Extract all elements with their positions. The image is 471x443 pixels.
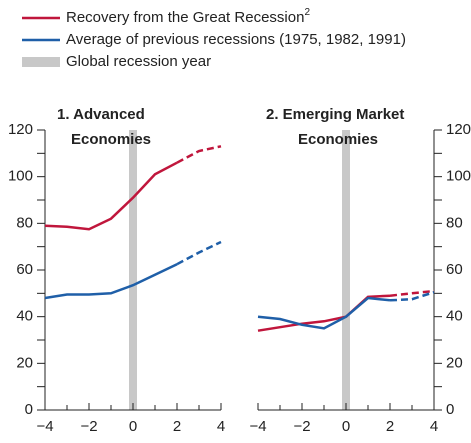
legend-label: Average of previous recessions (1975, 19… (66, 31, 406, 48)
panel-title: 2. Emerging Market (266, 106, 404, 123)
legend-label: Recovery from the Great Recession2 (66, 7, 310, 26)
y-tick-label: 0 (446, 401, 454, 418)
x-tick-label: 0 (129, 418, 137, 435)
y-tick-label: 0 (25, 401, 33, 418)
legend-text: Recovery from the Great Recession (66, 9, 304, 26)
series-line-projected (389, 289, 435, 297)
x-tick-label: 2 (173, 418, 181, 435)
y-tick-label: 80 (446, 214, 463, 231)
y-tick-label: 100 (446, 168, 471, 185)
panel-title: Economies (298, 131, 378, 148)
y-tick-label: 20 (446, 354, 463, 371)
series-line-projected (176, 145, 222, 164)
y-tick-label: 40 (446, 308, 463, 325)
x-tick-label: −4 (249, 418, 266, 435)
x-tick-label: 4 (217, 418, 225, 435)
y-tick-label: 120 (8, 121, 33, 138)
x-tick-label: 0 (342, 418, 350, 435)
recession-shade (129, 130, 137, 410)
series-line (44, 263, 178, 300)
x-tick-label: 2 (386, 418, 394, 435)
y-tick-label: 60 (446, 261, 463, 278)
y-tick-label: 60 (16, 261, 33, 278)
y-tick-label: 80 (16, 214, 33, 231)
x-tick-label: 4 (430, 418, 438, 435)
recession-shade (342, 130, 350, 410)
y-tick-label: 20 (16, 354, 33, 371)
series-line (44, 161, 178, 231)
series-line-projected (176, 240, 222, 266)
x-tick-label: −2 (293, 418, 310, 435)
panel-title: 1. Advanced (57, 106, 145, 123)
y-tick-label: 100 (8, 168, 33, 185)
panel-title: Economies (71, 131, 151, 148)
series-line (257, 294, 391, 332)
y-tick-label: 120 (446, 121, 471, 138)
x-tick-label: −2 (80, 418, 97, 435)
legend-label: Global recession year (66, 53, 211, 70)
x-tick-label: −4 (36, 418, 53, 435)
series-line-projected (389, 291, 435, 302)
legend-text: Average of previous recessions (1975, 19… (66, 31, 406, 48)
legend-note: 2 (304, 7, 310, 18)
legend-swatch (22, 57, 60, 67)
series-line (257, 296, 391, 330)
y-tick-label: 40 (16, 308, 33, 325)
